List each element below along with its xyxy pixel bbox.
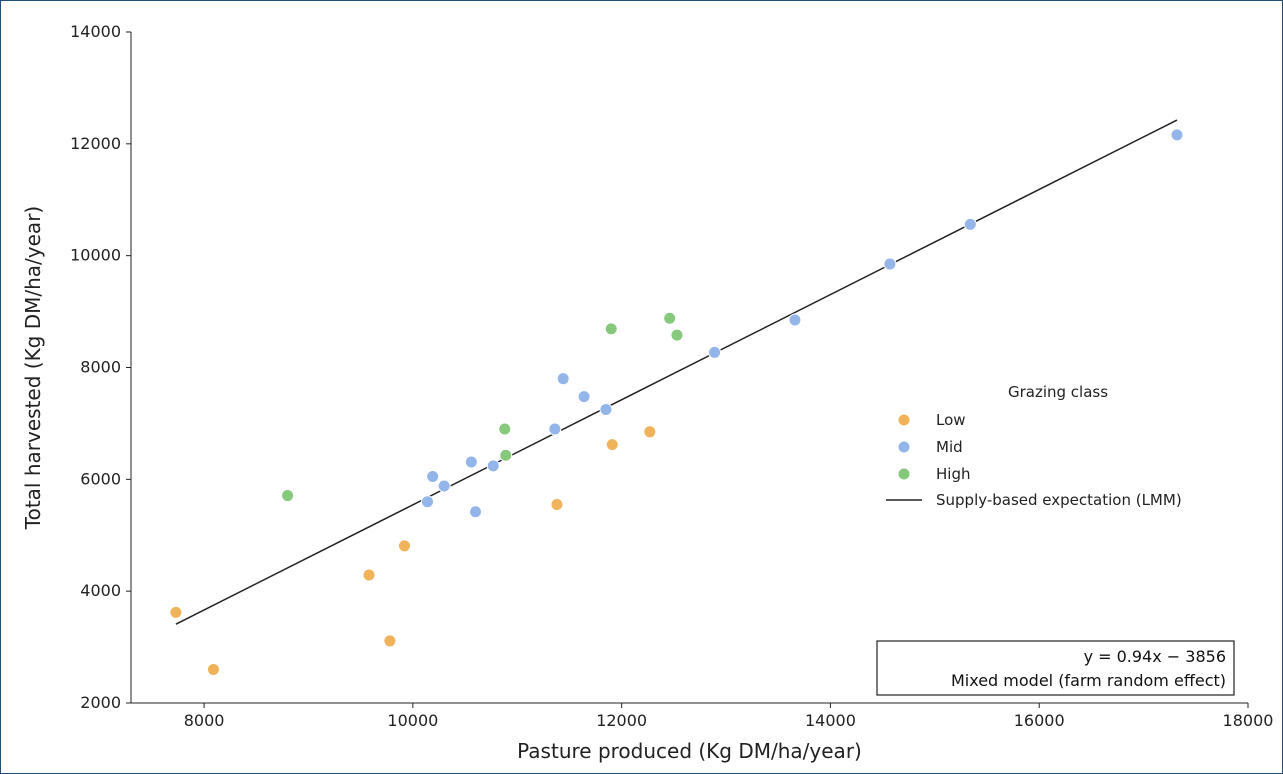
data-point-high	[670, 328, 684, 342]
series-high	[281, 311, 684, 503]
equation-text: y = 0.94x − 3856	[1084, 647, 1226, 666]
y-axis-title: Total harvested (Kg DM/ha/year)	[21, 206, 45, 530]
data-point-mid	[708, 345, 722, 359]
legend-marker-high	[897, 467, 911, 481]
x-ticks: 8000 10000 12000 14000 16000 18000	[184, 703, 1274, 730]
data-point-mid	[464, 455, 478, 469]
data-point-high	[281, 489, 295, 503]
y-ticks: 2000 4000 6000 8000 10000 12000 14000	[70, 22, 131, 712]
x-tick-label: 16000	[1014, 711, 1065, 730]
data-point-high	[499, 448, 513, 462]
x-tick-label: 18000	[1223, 711, 1274, 730]
data-point-mid	[420, 495, 434, 509]
data-point-high	[663, 311, 677, 325]
series-low	[169, 425, 657, 676]
data-point-mid	[556, 372, 570, 386]
data-point-mid	[437, 479, 451, 493]
data-point-high	[604, 322, 618, 336]
data-point-high	[498, 422, 512, 436]
data-point-mid	[963, 217, 977, 231]
legend-title: Grazing class	[1008, 383, 1108, 401]
data-point-mid	[883, 257, 897, 271]
data-point-mid	[548, 422, 562, 436]
fit-line	[175, 119, 1178, 625]
data-point-low	[643, 425, 657, 439]
axes: 8000 10000 12000 14000 16000 18000 2000 4000 60…	[70, 22, 1273, 730]
data-point-low	[169, 605, 183, 619]
y-tick-label: 12000	[70, 134, 121, 153]
data-point-mid	[486, 459, 500, 473]
data-point-low	[605, 438, 619, 452]
data-point-low	[383, 634, 397, 648]
data-point-mid	[788, 313, 802, 327]
legend-items: Low Mid High	[897, 411, 970, 483]
equation-box-frame	[876, 640, 1235, 696]
data-point-low	[206, 662, 220, 676]
data-point-mid	[577, 390, 591, 404]
legend-label-mid: Mid	[936, 438, 963, 456]
x-tick-label: 10000	[387, 711, 438, 730]
model-note-text: Mixed model (farm random effect)	[951, 671, 1226, 690]
y-tick-label: 4000	[80, 581, 121, 600]
y-tick-label: 8000	[80, 358, 121, 377]
y-tick-label: 10000	[70, 246, 121, 265]
data-point-low	[362, 568, 376, 582]
data-points	[169, 128, 1184, 676]
y-tick-label: 2000	[80, 693, 121, 712]
data-point-mid	[599, 402, 613, 416]
x-tick-label: 8000	[184, 711, 225, 730]
data-point-low	[398, 539, 412, 553]
data-point-mid	[468, 505, 482, 519]
equation-box: y = 0.94x − 3856 Mixed model (farm rando…	[876, 640, 1235, 696]
x-tick-label: 12000	[596, 711, 647, 730]
legend-marker-mid	[897, 440, 911, 454]
y-tick-label: 6000	[80, 469, 121, 488]
legend-marker-low	[897, 413, 911, 427]
y-tick-label: 14000	[70, 22, 121, 41]
data-point-mid	[1170, 128, 1184, 142]
data-point-low	[550, 497, 564, 511]
legend-line-label: Supply-based expectation (LMM)	[936, 491, 1182, 509]
series-mid	[420, 128, 1184, 519]
legend-label-high: High	[936, 465, 970, 483]
x-tick-label: 14000	[805, 711, 856, 730]
data-point-mid	[426, 470, 440, 484]
legend-label-low: Low	[936, 411, 966, 429]
legend: Grazing class Low Mid High Supply-based ex…	[886, 383, 1182, 509]
x-axis-title: Pasture produced (Kg DM/ha/year)	[517, 739, 862, 763]
